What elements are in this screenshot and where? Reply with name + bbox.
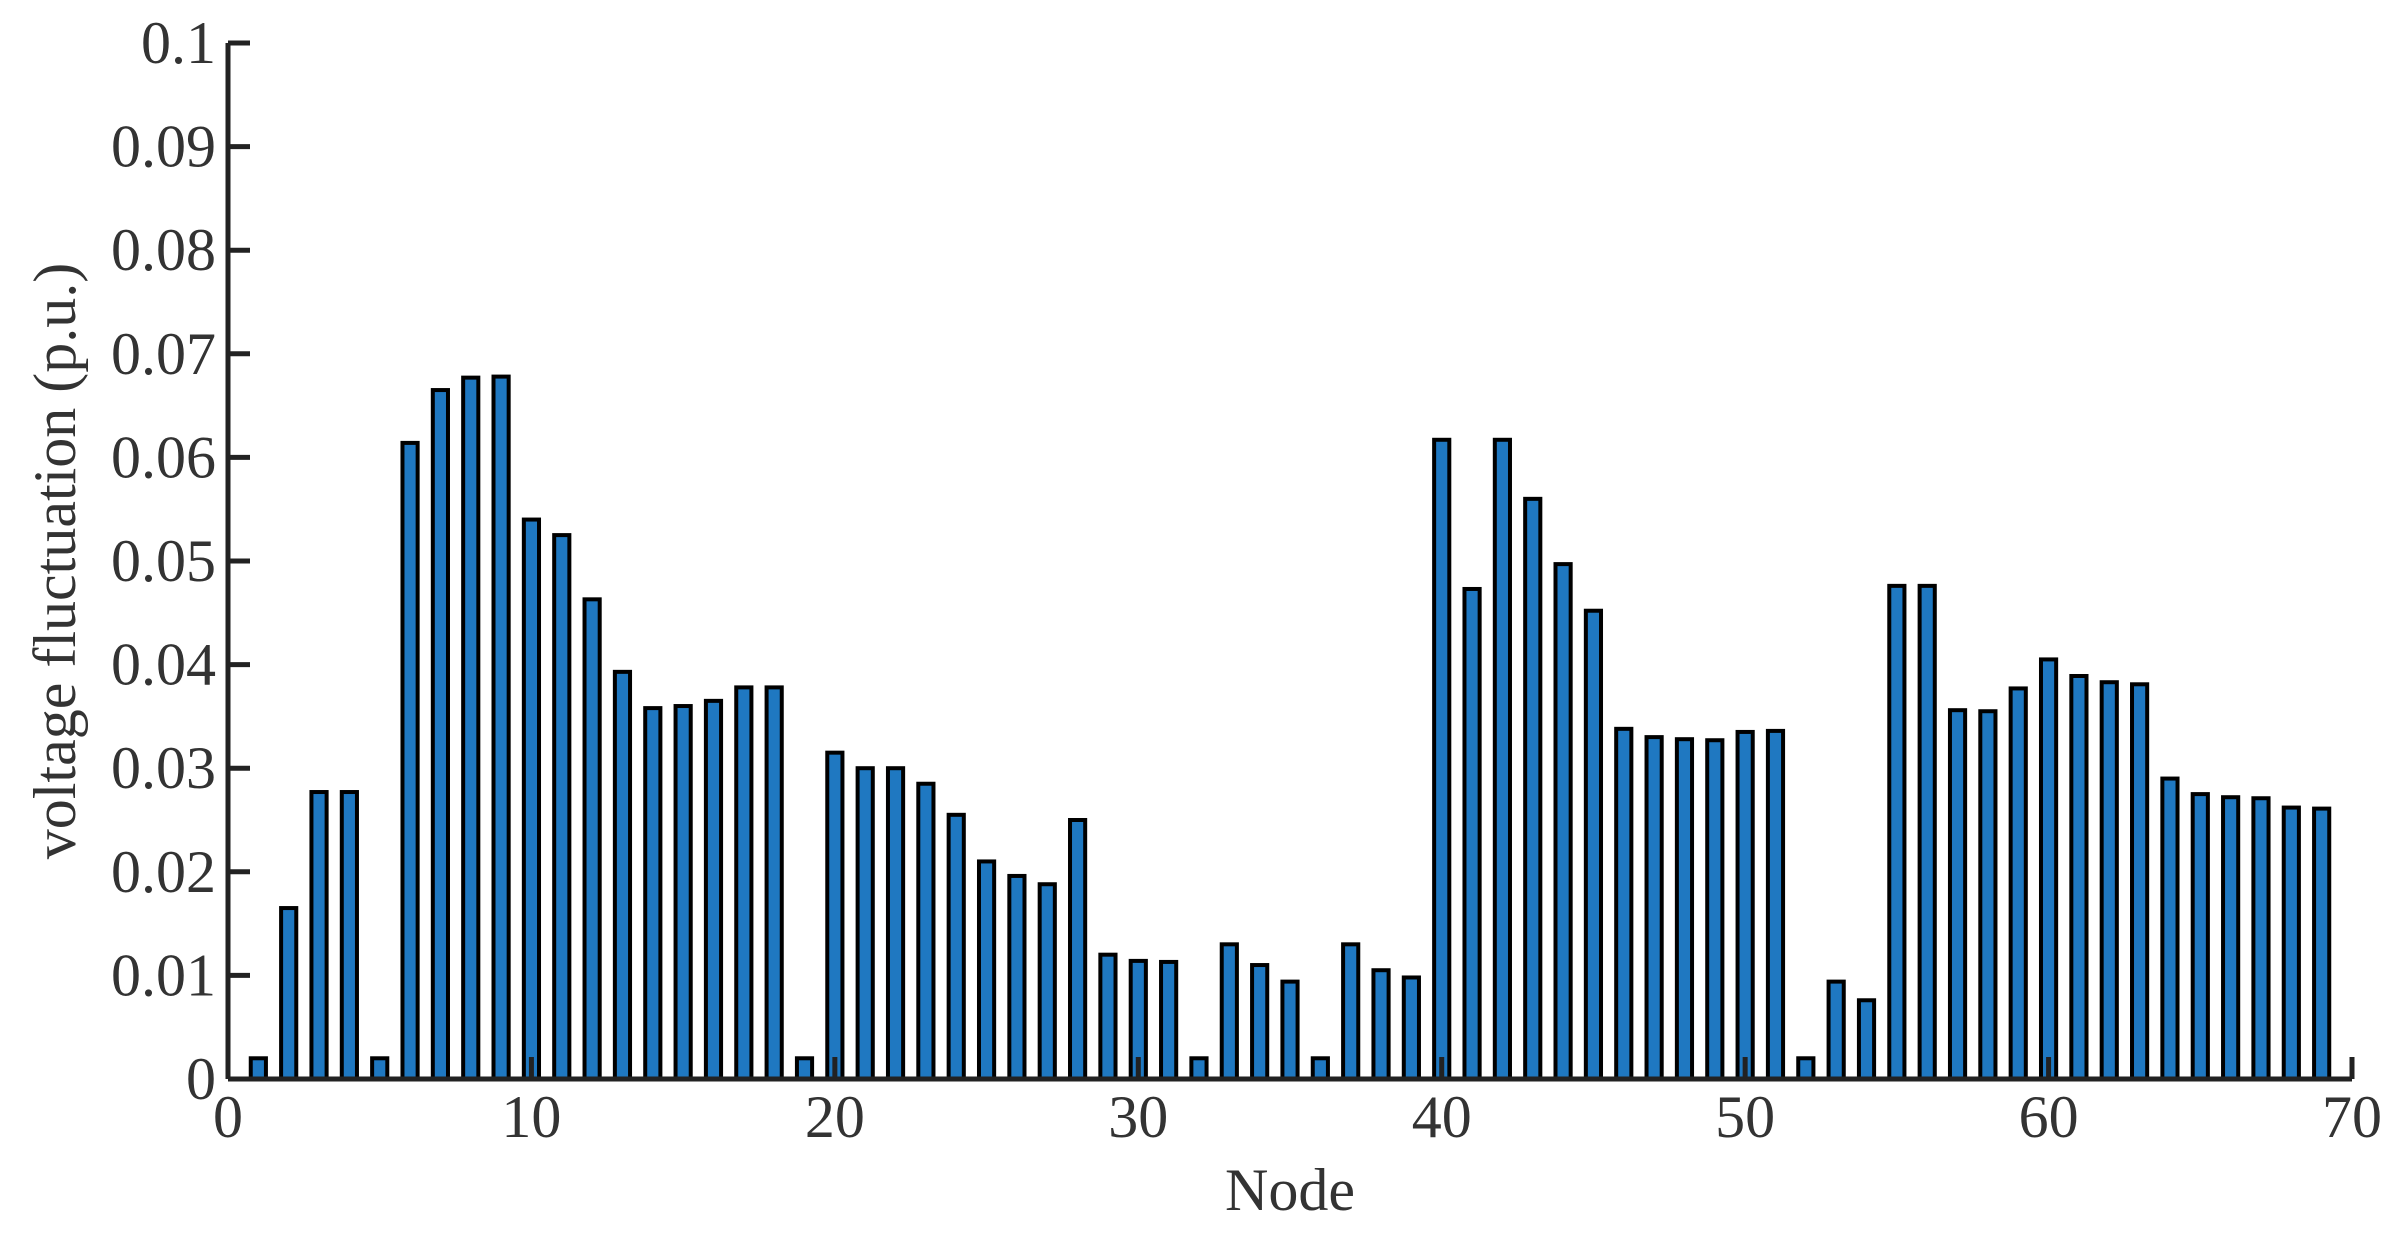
bar	[1250, 963, 1270, 1081]
bar	[1674, 737, 1695, 1082]
bar	[703, 698, 724, 1081]
bar	[1098, 952, 1118, 1081]
bar	[370, 1056, 390, 1082]
y-tick-label: 0.04	[111, 632, 216, 698]
bar	[552, 533, 572, 1081]
bar	[916, 781, 936, 1081]
bar	[2130, 682, 2150, 1081]
bar	[2190, 792, 2210, 1081]
y-tick-label: 0	[186, 1046, 216, 1112]
bar	[582, 597, 602, 1081]
bar	[521, 517, 542, 1081]
y-tick-label: 0.1	[141, 10, 216, 76]
x-tick-label: 50	[1715, 1084, 1775, 1150]
bar	[248, 1056, 268, 1082]
bar	[1826, 979, 1846, 1082]
bar	[825, 750, 845, 1081]
y-tick-label: 0.05	[111, 528, 216, 594]
bar	[794, 1056, 815, 1082]
bar	[1280, 979, 1300, 1082]
y-tick-label: 0.03	[111, 735, 216, 801]
bar	[1553, 562, 1573, 1081]
bar	[2038, 657, 2059, 1081]
x-tick-label: 70	[2322, 1084, 2382, 1150]
x-tick-label: 20	[805, 1084, 865, 1150]
bar	[1159, 959, 1179, 1082]
bar	[1310, 1056, 1330, 1082]
bar	[2160, 776, 2180, 1081]
bar	[491, 374, 511, 1082]
y-tick-label: 0.09	[111, 114, 216, 180]
x-tick-label: 30	[1108, 1084, 1168, 1150]
bar	[1462, 586, 1482, 1081]
bar	[1219, 942, 1239, 1081]
bar	[1978, 709, 1998, 1081]
bar	[1765, 728, 1786, 1081]
bar	[1947, 708, 1968, 1082]
bar	[1705, 738, 1725, 1082]
bar	[734, 685, 754, 1082]
bar	[1887, 583, 1907, 1081]
bar	[1007, 873, 1027, 1081]
bar	[400, 440, 420, 1081]
y-tick-label: 0.02	[111, 839, 216, 905]
bar	[1341, 942, 1361, 1081]
y-tick-label: 0.07	[111, 321, 216, 387]
bar	[673, 704, 693, 1081]
bar	[2008, 686, 2028, 1081]
bar	[976, 859, 997, 1081]
bar	[1796, 1056, 1816, 1082]
bar	[885, 766, 906, 1081]
y-axis-label: voltage fluctuation (p.u.)	[22, 263, 88, 859]
bar	[1583, 608, 1604, 1082]
x-tick-label: 0	[213, 1084, 243, 1150]
bar	[764, 685, 784, 1082]
bar	[1856, 998, 1877, 1081]
bar	[946, 812, 966, 1081]
x-tick-label: 40	[1412, 1084, 1472, 1150]
bar	[1917, 583, 1937, 1081]
bar	[339, 790, 359, 1081]
bar	[1644, 735, 1664, 1081]
bar	[1037, 882, 1057, 1081]
bar	[2281, 805, 2301, 1081]
y-tick-label: 0.06	[111, 424, 216, 490]
y-tick-label: 0.08	[111, 217, 216, 283]
bar	[309, 790, 329, 1081]
bar	[1614, 726, 1634, 1081]
bar	[2221, 795, 2241, 1081]
x-tick-label: 60	[2019, 1084, 2079, 1150]
bar	[612, 669, 633, 1081]
x-tick-label: 10	[501, 1084, 561, 1150]
bar	[1401, 975, 1421, 1081]
bar	[2251, 796, 2271, 1082]
bar	[461, 375, 481, 1081]
bar	[1523, 496, 1543, 1081]
bar	[1735, 729, 1755, 1081]
bar	[1371, 968, 1391, 1081]
y-tick-label: 0.01	[111, 942, 216, 1008]
bar	[2099, 680, 2119, 1081]
bar	[1492, 437, 1512, 1081]
bar	[2069, 673, 2089, 1081]
bar	[1432, 437, 1452, 1081]
x-axis-label: Node	[1225, 1157, 1355, 1223]
bar	[855, 766, 875, 1081]
bar	[643, 706, 663, 1081]
bar	[430, 388, 450, 1081]
bar	[1068, 818, 1088, 1081]
bar	[279, 906, 299, 1081]
bar	[2312, 806, 2332, 1081]
bar	[1189, 1056, 1209, 1082]
